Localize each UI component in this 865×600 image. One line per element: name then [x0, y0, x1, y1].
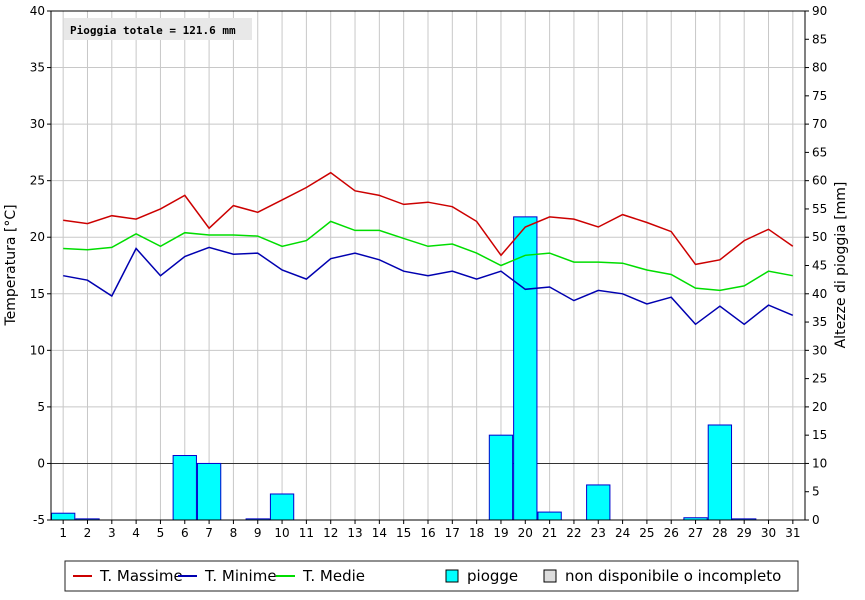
rain-bar-day-1	[51, 512, 76, 521]
right-tick-label: 90	[812, 4, 827, 18]
x-tick-label: 9	[254, 526, 262, 540]
right-tick-label: 55	[812, 202, 827, 216]
right-tick-label: 20	[812, 400, 827, 414]
x-tick-label: 20	[518, 526, 533, 540]
left-tick-label: 15	[30, 287, 45, 301]
legend-label: non disponibile o incompleto	[565, 567, 781, 585]
right-axis-ticks: 0 5 10 15 20 25 30 35 40 45 50 55 60 65 70 75 80 85 90	[805, 4, 827, 527]
legend-label: T. Medie	[302, 567, 365, 585]
legend-item-t-massime: T. Massime	[73, 567, 183, 585]
left-tick-label: 10	[30, 343, 45, 357]
annotation-text: Pioggia totale = 121.6 mm	[70, 24, 236, 37]
legend-label: T. Massime	[99, 567, 183, 585]
left-axis-ticks: -5 0 5 10 15 20 25 30 35 40	[30, 4, 51, 527]
right-tick-label: 50	[812, 230, 827, 244]
x-tick-label: 14	[372, 526, 387, 540]
x-tick-label: 15	[396, 526, 411, 540]
series-line-t-minime	[63, 246, 794, 326]
left-tick-label: -5	[33, 513, 45, 527]
x-tick-label: 13	[347, 526, 362, 540]
rain-bar-day-21	[537, 511, 562, 521]
legend-box-swatch	[445, 569, 459, 583]
right-tick-label: 10	[812, 456, 827, 470]
annotation-box	[64, 18, 252, 40]
x-tick-label: 19	[493, 526, 508, 540]
right-tick-label: 30	[812, 343, 827, 357]
x-tick-label: 25	[639, 526, 654, 540]
x-tick-label: 2	[84, 526, 92, 540]
x-tick-label: 1	[59, 526, 67, 540]
legend: T. Massime T. Minime T. Medie piogge non dis…	[64, 560, 799, 592]
x-tick-label: 27	[688, 526, 703, 540]
x-tick-label: 11	[299, 526, 314, 540]
left-tick-label: 20	[30, 230, 45, 244]
x-tick-label: 6	[181, 526, 189, 540]
rain-bar-day-10	[269, 493, 295, 521]
rain-bar-day-23	[586, 484, 611, 521]
right-tick-label: 25	[812, 372, 827, 386]
left-tick-label: 30	[30, 117, 45, 131]
legend-item-piogge: piogge	[445, 567, 518, 585]
x-tick-label: 17	[445, 526, 460, 540]
right-tick-label: 85	[812, 32, 827, 46]
right-tick-label: 65	[812, 145, 827, 159]
temperature-lines	[63, 171, 794, 326]
x-tick-label: 30	[761, 526, 776, 540]
x-tick-label: 10	[274, 526, 289, 540]
rain-total-annotation: Pioggia totale = 121.6 mm	[64, 18, 252, 40]
legend-label: piogge	[467, 567, 518, 585]
right-tick-label: 45	[812, 259, 827, 273]
x-tick-label: 21	[542, 526, 557, 540]
rain-bar-day-28	[707, 424, 733, 521]
right-tick-label: 70	[812, 117, 827, 131]
x-tick-label: 28	[712, 526, 727, 540]
rain-bar-day-20	[513, 216, 538, 521]
x-tick-label: 22	[566, 526, 581, 540]
legend-item-t-medie: T. Medie	[276, 567, 365, 585]
right-tick-label: 80	[812, 61, 827, 75]
left-tick-label: 0	[37, 456, 45, 470]
right-tick-label: 75	[812, 89, 827, 103]
x-tick-label: 8	[230, 526, 238, 540]
legend-item-t-minime: T. Minime	[178, 567, 277, 585]
right-tick-label: 40	[812, 287, 827, 301]
legend-item-non-disponibile-o-incompleto: non disponibile o incompleto	[543, 567, 781, 585]
rain-bar-day-19	[488, 434, 514, 521]
left-tick-label: 25	[30, 174, 45, 188]
legend-box-swatch	[543, 569, 557, 583]
rain-bar-day-6	[172, 455, 197, 521]
left-tick-label: 35	[30, 61, 45, 75]
x-tick-label: 5	[157, 526, 165, 540]
rain-bars	[51, 216, 757, 521]
y-axis-right-label: Altezze di pioggia [mm]	[833, 182, 849, 349]
series-line-t-medie	[63, 220, 793, 292]
right-tick-label: 35	[812, 315, 827, 329]
x-tick-label: 12	[323, 526, 338, 540]
x-tick-label: 24	[615, 526, 630, 540]
x-tick-label: 26	[664, 526, 679, 540]
x-tick-label: 29	[737, 526, 752, 540]
left-tick-label: 40	[30, 4, 45, 18]
x-tick-label: 4	[132, 526, 140, 540]
series-line-t-massime	[63, 171, 794, 266]
rain-bar-day-7	[196, 462, 222, 521]
x-tick-label: 18	[469, 526, 484, 540]
x-axis-ticks: 1 2 3 4 5 6 7 8 9 10 11 12 13 14 15 16 17 18 19 20 21 22 23 24 2…	[59, 520, 800, 540]
legend-label: T. Minime	[204, 567, 277, 585]
right-tick-label: 15	[812, 428, 827, 442]
x-tick-label: 3	[108, 526, 116, 540]
left-tick-label: 5	[37, 400, 45, 414]
y-axis-left-label: Temperatura [°C]	[3, 204, 19, 326]
right-tick-label: 60	[812, 174, 827, 188]
x-tick-label: 7	[205, 526, 213, 540]
right-tick-label: 5	[812, 485, 820, 499]
x-tick-label: 23	[591, 526, 606, 540]
x-tick-label: 31	[785, 526, 800, 540]
right-tick-label: 0	[812, 513, 820, 527]
x-tick-label: 16	[420, 526, 435, 540]
